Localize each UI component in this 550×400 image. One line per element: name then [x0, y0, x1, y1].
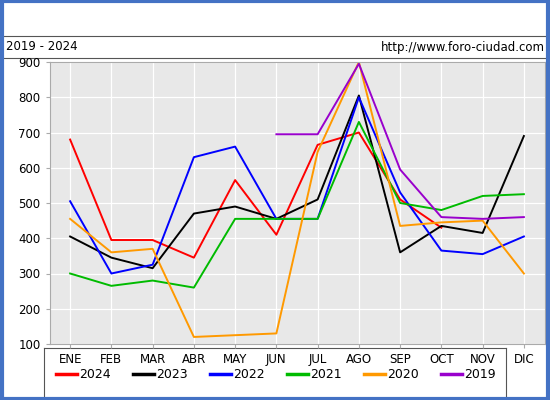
Text: 2024: 2024: [79, 368, 111, 380]
Text: 2021: 2021: [310, 368, 342, 380]
Text: 2019: 2019: [464, 368, 496, 380]
Text: 2023: 2023: [156, 368, 188, 380]
Text: 2022: 2022: [233, 368, 265, 380]
Text: 2020: 2020: [387, 368, 419, 380]
Text: Evolucion Nº Turistas Nacionales en el municipio de Belvís de Monroy: Evolucion Nº Turistas Nacionales en el m…: [0, 10, 550, 26]
Text: 2019 - 2024: 2019 - 2024: [6, 40, 77, 54]
Text: http://www.foro-ciudad.com: http://www.foro-ciudad.com: [381, 40, 544, 54]
